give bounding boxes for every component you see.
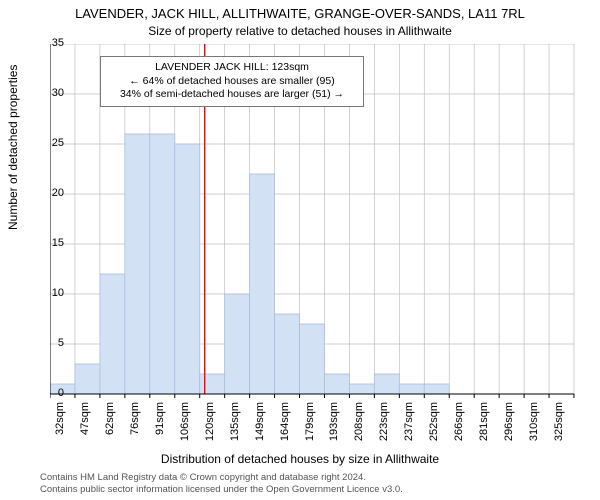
x-tick-label: 91sqm xyxy=(154,402,166,442)
x-tick-label: 106sqm xyxy=(179,402,191,442)
y-tick-label: 35 xyxy=(34,37,64,49)
y-tick-label: 5 xyxy=(34,337,64,349)
y-tick-label: 0 xyxy=(34,387,64,399)
callout-line1: LAVENDER JACK HILL: 123sqm xyxy=(109,61,355,75)
x-tick-label: 62sqm xyxy=(104,402,116,442)
y-axis-label: Number of detached properties xyxy=(6,65,20,230)
x-tick-label: 281sqm xyxy=(478,402,490,442)
y-tick-label: 15 xyxy=(34,237,64,249)
x-tick-label: 179sqm xyxy=(304,402,316,442)
footer-line2: Contains public sector information licen… xyxy=(40,484,403,496)
x-tick-label: 266sqm xyxy=(453,402,465,442)
x-tick-label: 135sqm xyxy=(229,402,241,442)
x-tick-label: 32sqm xyxy=(54,402,66,442)
x-tick-label: 237sqm xyxy=(403,402,415,442)
x-tick-label: 120sqm xyxy=(204,402,216,442)
x-tick-label: 296sqm xyxy=(503,402,515,442)
chart-title-address: LAVENDER, JACK HILL, ALLITHWAITE, GRANGE… xyxy=(0,6,600,21)
y-tick-label: 25 xyxy=(34,137,64,149)
chart-subtitle: Size of property relative to detached ho… xyxy=(0,24,600,38)
x-tick-label: 47sqm xyxy=(79,402,91,442)
x-tick-label: 164sqm xyxy=(279,402,291,442)
y-tick-label: 10 xyxy=(34,287,64,299)
x-tick-label: 208sqm xyxy=(353,402,365,442)
callout-line3: 34% of semi-detached houses are larger (… xyxy=(109,88,355,102)
x-tick-label: 193sqm xyxy=(328,402,340,442)
y-tick-label: 30 xyxy=(34,87,64,99)
x-tick-label: 149sqm xyxy=(254,402,266,442)
x-tick-label: 310sqm xyxy=(528,402,540,442)
attribution-footer: Contains HM Land Registry data © Crown c… xyxy=(40,472,403,496)
x-tick-label: 223sqm xyxy=(378,402,390,442)
y-tick-label: 20 xyxy=(34,187,64,199)
x-tick-label: 76sqm xyxy=(129,402,141,442)
x-tick-label: 325sqm xyxy=(553,402,565,442)
callout-line2: ← 64% of detached houses are smaller (95… xyxy=(109,75,355,89)
footer-line1: Contains HM Land Registry data © Crown c… xyxy=(40,472,403,484)
property-callout: LAVENDER JACK HILL: 123sqm ← 64% of deta… xyxy=(100,56,364,107)
x-tick-label: 252sqm xyxy=(428,402,440,442)
x-axis-label: Distribution of detached houses by size … xyxy=(0,452,600,466)
